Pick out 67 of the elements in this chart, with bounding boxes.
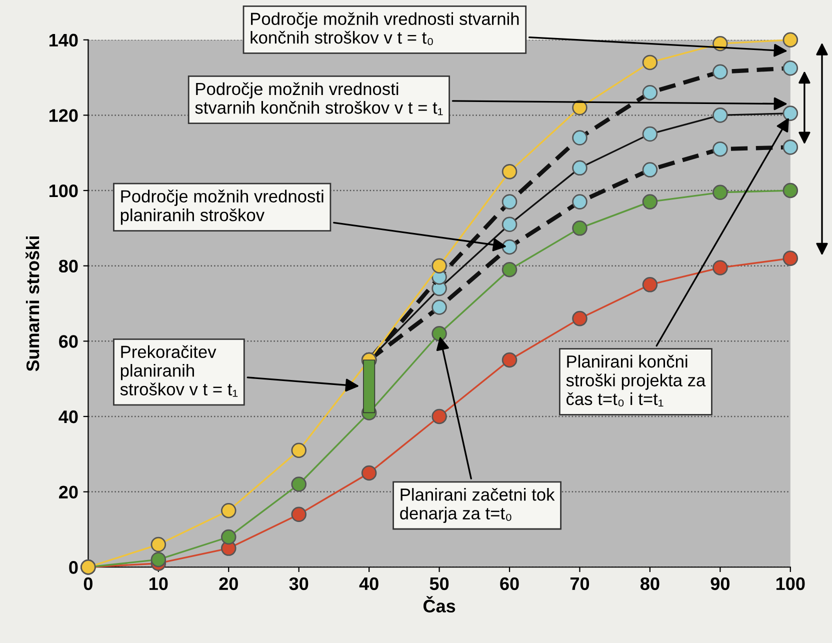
- point: [502, 239, 518, 255]
- point: [712, 184, 728, 200]
- annotation: Področje možnih vrednosti stvarnih končnih stroškov v t = t₀: [250, 12, 519, 46]
- point: [502, 262, 518, 278]
- y-tick-label: 40: [58, 410, 78, 424]
- point: [432, 300, 447, 315]
- y-tick-label: 80: [58, 260, 78, 273]
- point: [502, 216, 518, 232]
- point: [642, 162, 658, 178]
- x-tick-label: 30: [289, 577, 308, 590]
- point: [782, 250, 798, 266]
- annotation: Planirani začetni tok denarja za t=t₀: [400, 488, 555, 523]
- y-tick-label: 0: [69, 561, 78, 574]
- annotation: Področje možnih vrednosti stvarnih končnih stroškov v t = t₁: [195, 82, 443, 116]
- x-tick-label: 90: [710, 577, 730, 590]
- point: [712, 108, 728, 123]
- y-axis-title: Sumarni stroški: [26, 236, 40, 372]
- x-tick-label: 70: [570, 577, 590, 590]
- point: [642, 126, 658, 142]
- point: [712, 260, 728, 276]
- point: [642, 54, 658, 70]
- x-tick-label: 60: [500, 577, 519, 590]
- point: [572, 310, 588, 326]
- x-tick-label: 100: [776, 577, 805, 590]
- point: [642, 277, 658, 292]
- point: [782, 106, 798, 121]
- x-tick-label: 50: [430, 577, 449, 590]
- x-tick-label: 40: [359, 577, 378, 590]
- y-tick-label: 20: [59, 486, 78, 499]
- x-tick-label: 80: [640, 577, 660, 590]
- point: [782, 32, 798, 48]
- point: [220, 529, 236, 545]
- x-tick-label: 20: [219, 577, 238, 590]
- y-tick-label: 120: [49, 109, 78, 122]
- y-tick-label: 60: [59, 335, 78, 348]
- point: [782, 140, 798, 155]
- x-axis-title: Čas: [423, 596, 456, 612]
- point: [291, 506, 306, 522]
- point: [432, 258, 447, 274]
- point: [712, 64, 728, 80]
- y-tick-label: 100: [49, 184, 78, 198]
- point: [502, 194, 518, 210]
- point: [150, 552, 166, 568]
- x-tick-label: 0: [84, 577, 92, 590]
- point: [291, 442, 306, 458]
- point: [572, 220, 588, 236]
- point: [150, 536, 166, 552]
- point: [432, 408, 447, 424]
- annotation: Planirani končni stroški projekta za čas t=t₀ i t=t₁: [566, 354, 706, 407]
- point: [572, 130, 588, 146]
- annotation: Prekoračitev planiranih stroškov v t = t₁: [120, 345, 238, 397]
- point: [712, 141, 728, 157]
- y-tick-label: 140: [49, 34, 78, 47]
- point: [502, 164, 518, 180]
- point: [782, 60, 798, 76]
- point: [572, 160, 588, 176]
- x-tick-label: 10: [150, 577, 168, 590]
- point: [572, 194, 588, 210]
- point: [782, 182, 798, 198]
- point: [642, 194, 658, 210]
- point: [502, 352, 518, 368]
- annotation: Področje možnih vrednosti planiranih stroškov: [120, 190, 324, 225]
- point: [432, 326, 447, 342]
- point: [291, 476, 306, 492]
- point: [642, 84, 658, 100]
- point: [361, 465, 377, 481]
- point: [220, 502, 236, 518]
